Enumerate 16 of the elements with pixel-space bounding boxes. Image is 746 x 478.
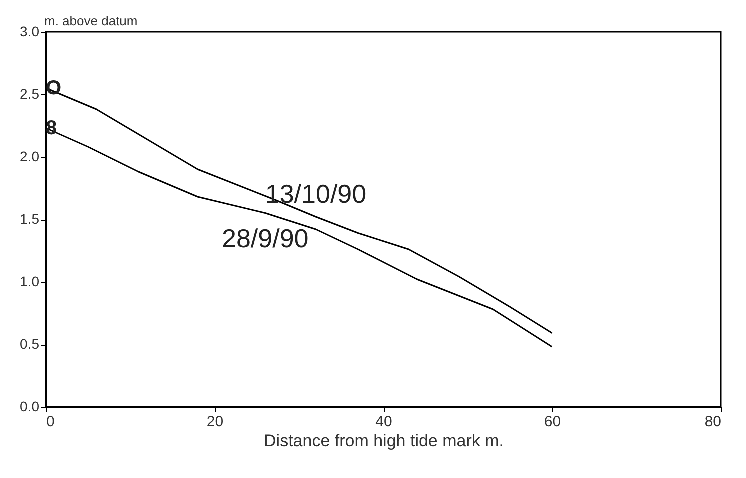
x-tick-label: 60 (544, 414, 562, 430)
y-tick-label: 1.5 (20, 211, 40, 227)
series-label: 28/9/90 (222, 223, 309, 254)
y-axis-title: m. above datum (44, 14, 138, 28)
series-label: 13/10/90 (265, 179, 367, 209)
y-tick-label: 2.0 (20, 148, 40, 164)
x-tick-label: 20 (206, 414, 224, 430)
y-tick-label: 2.5 (20, 86, 40, 102)
x-axis-title: Distance from high tide mark m. (264, 432, 504, 450)
x-tick-label: 40 (376, 414, 392, 430)
x-tick-label: 0 (46, 414, 55, 430)
y-tick-label: 0.0 (20, 398, 40, 414)
y-tick-label: 1.0 (20, 274, 40, 290)
x-tick-label: 80 (704, 414, 722, 430)
y-tick-label: 3.0 (20, 24, 40, 40)
y-tick-label: 0.5 (20, 336, 40, 352)
